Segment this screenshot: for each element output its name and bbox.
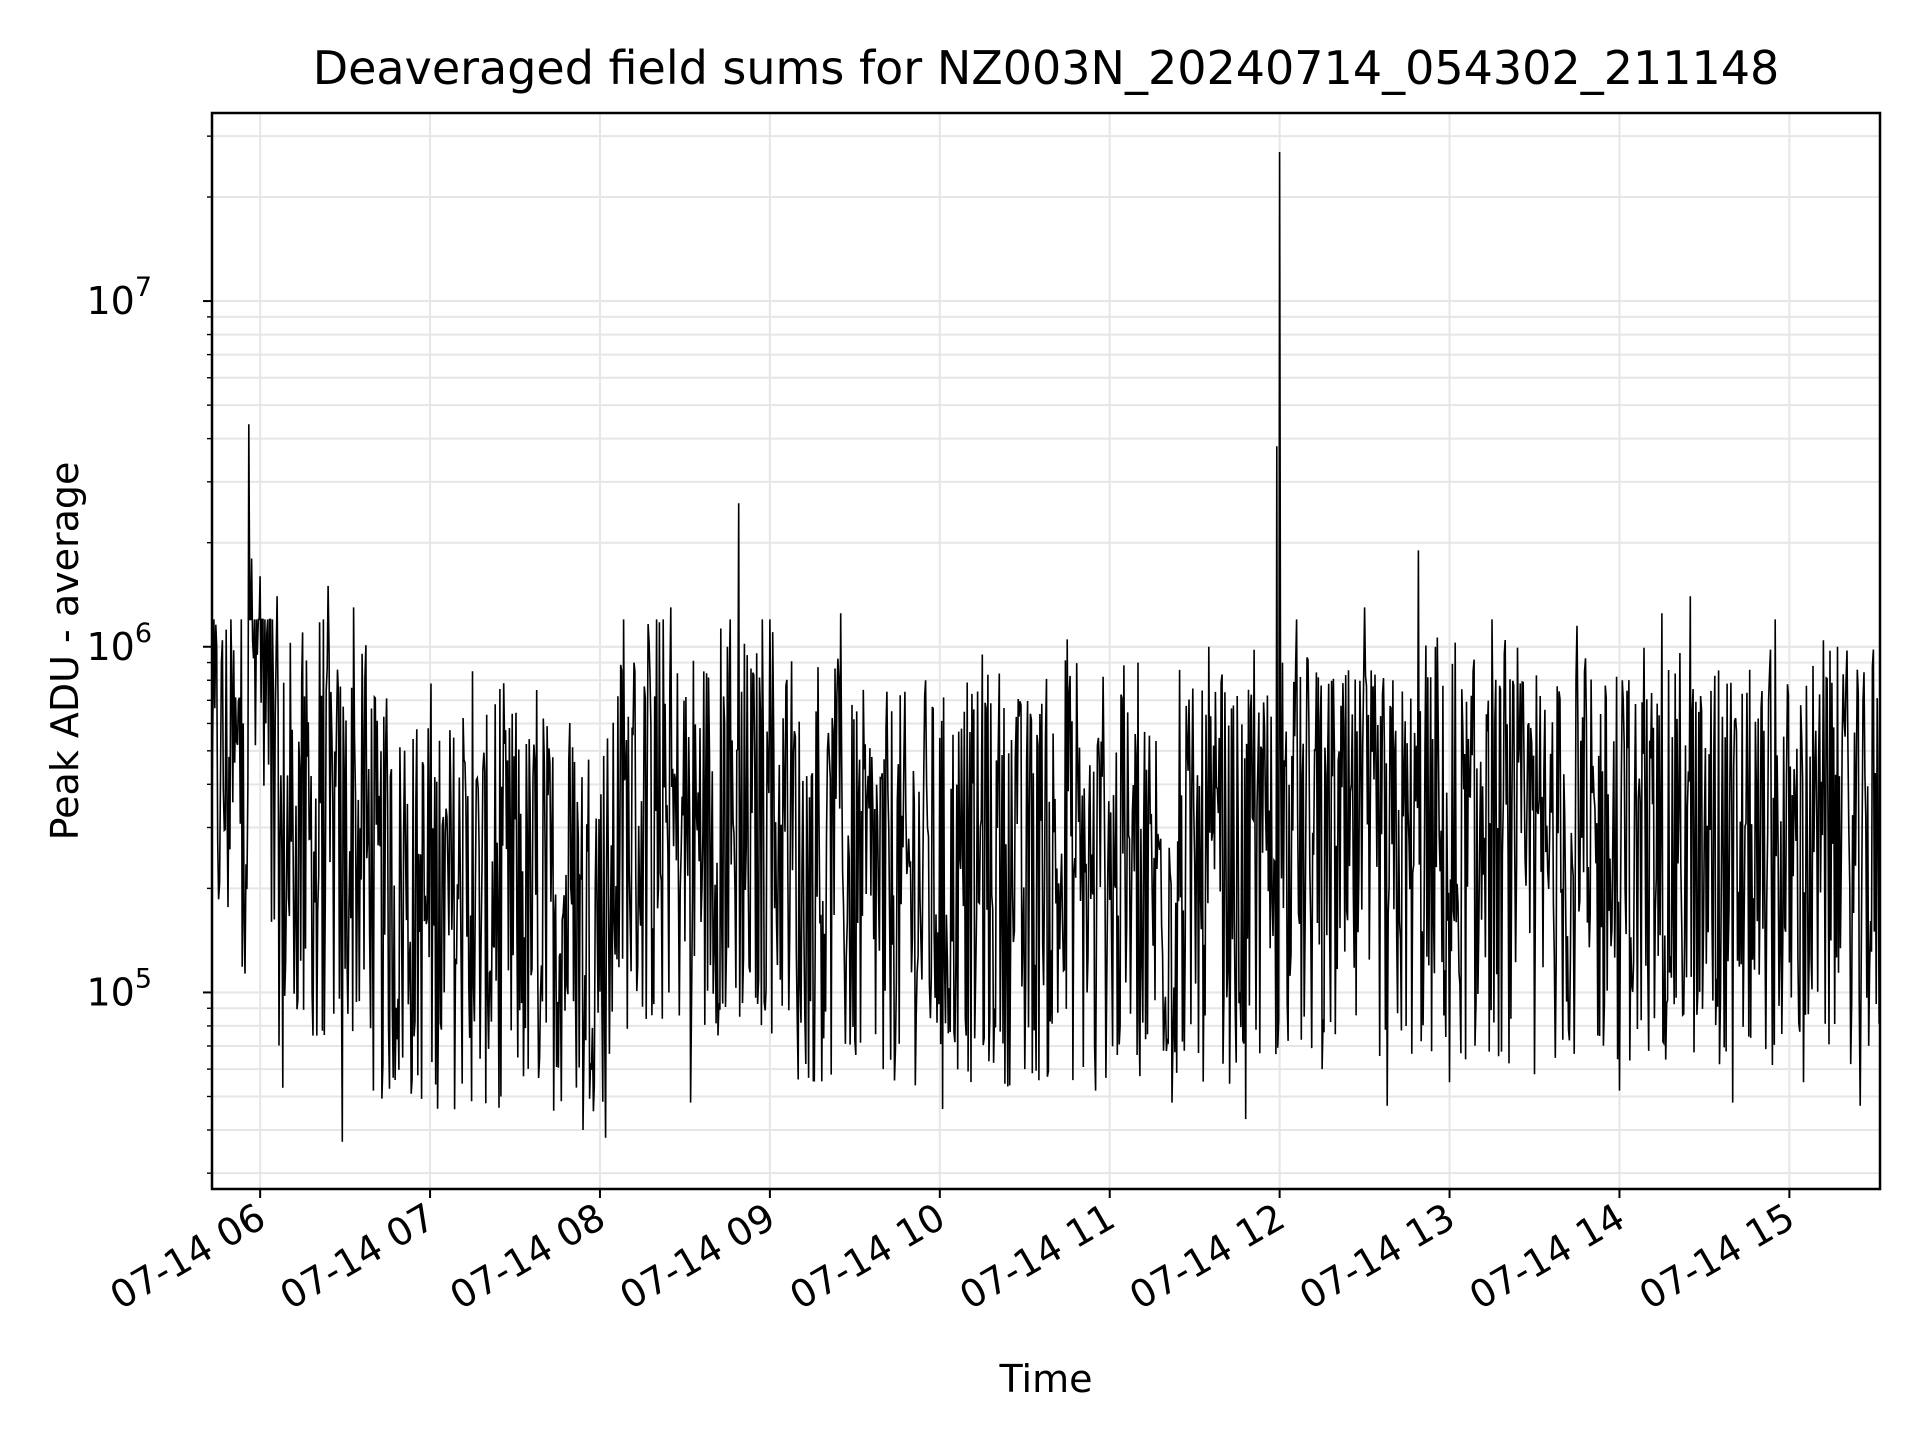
x-tick-label: 07-14 08 — [443, 1195, 613, 1319]
x-tick-label: 07-14 07 — [273, 1195, 443, 1319]
y-tick-base: 10 — [86, 279, 134, 323]
x-tick-label: 07-14 15 — [1632, 1195, 1802, 1319]
y-tick-base: 10 — [86, 625, 134, 669]
plot-frame — [210, 111, 1882, 1191]
x-tick-label: 07-14 14 — [1462, 1195, 1632, 1319]
y-tick-exponent: 5 — [135, 963, 152, 994]
x-axis: 07-14 06 07-14 07 07-14 08 07-14 09 07-14 10… — [103, 1189, 1802, 1318]
chart-title: Deaveraged field sums for NZ003N_2024071… — [313, 41, 1780, 95]
x-tick-label: 07-14 11 — [952, 1195, 1122, 1319]
y-tick-label: 106 — [86, 618, 152, 669]
x-tick-label: 07-14 09 — [612, 1195, 782, 1319]
y-tick-exponent: 7 — [135, 272, 152, 303]
y-tick-label: 105 — [86, 963, 152, 1014]
x-tick-label: 07-14 12 — [1122, 1195, 1292, 1319]
series-line — [211, 151, 1881, 1142]
y-tick-label: 107 — [86, 272, 152, 323]
y-axis-label: Peak ADU - average — [43, 462, 87, 841]
x-tick-label: 07-14 06 — [103, 1195, 273, 1319]
y-tick-base: 10 — [86, 970, 134, 1014]
y-tick-exponent: 6 — [135, 618, 152, 649]
x-tick-label: 07-14 10 — [782, 1195, 952, 1319]
x-axis-label: Time — [999, 1357, 1093, 1401]
x-tick-label: 07-14 13 — [1292, 1195, 1462, 1319]
